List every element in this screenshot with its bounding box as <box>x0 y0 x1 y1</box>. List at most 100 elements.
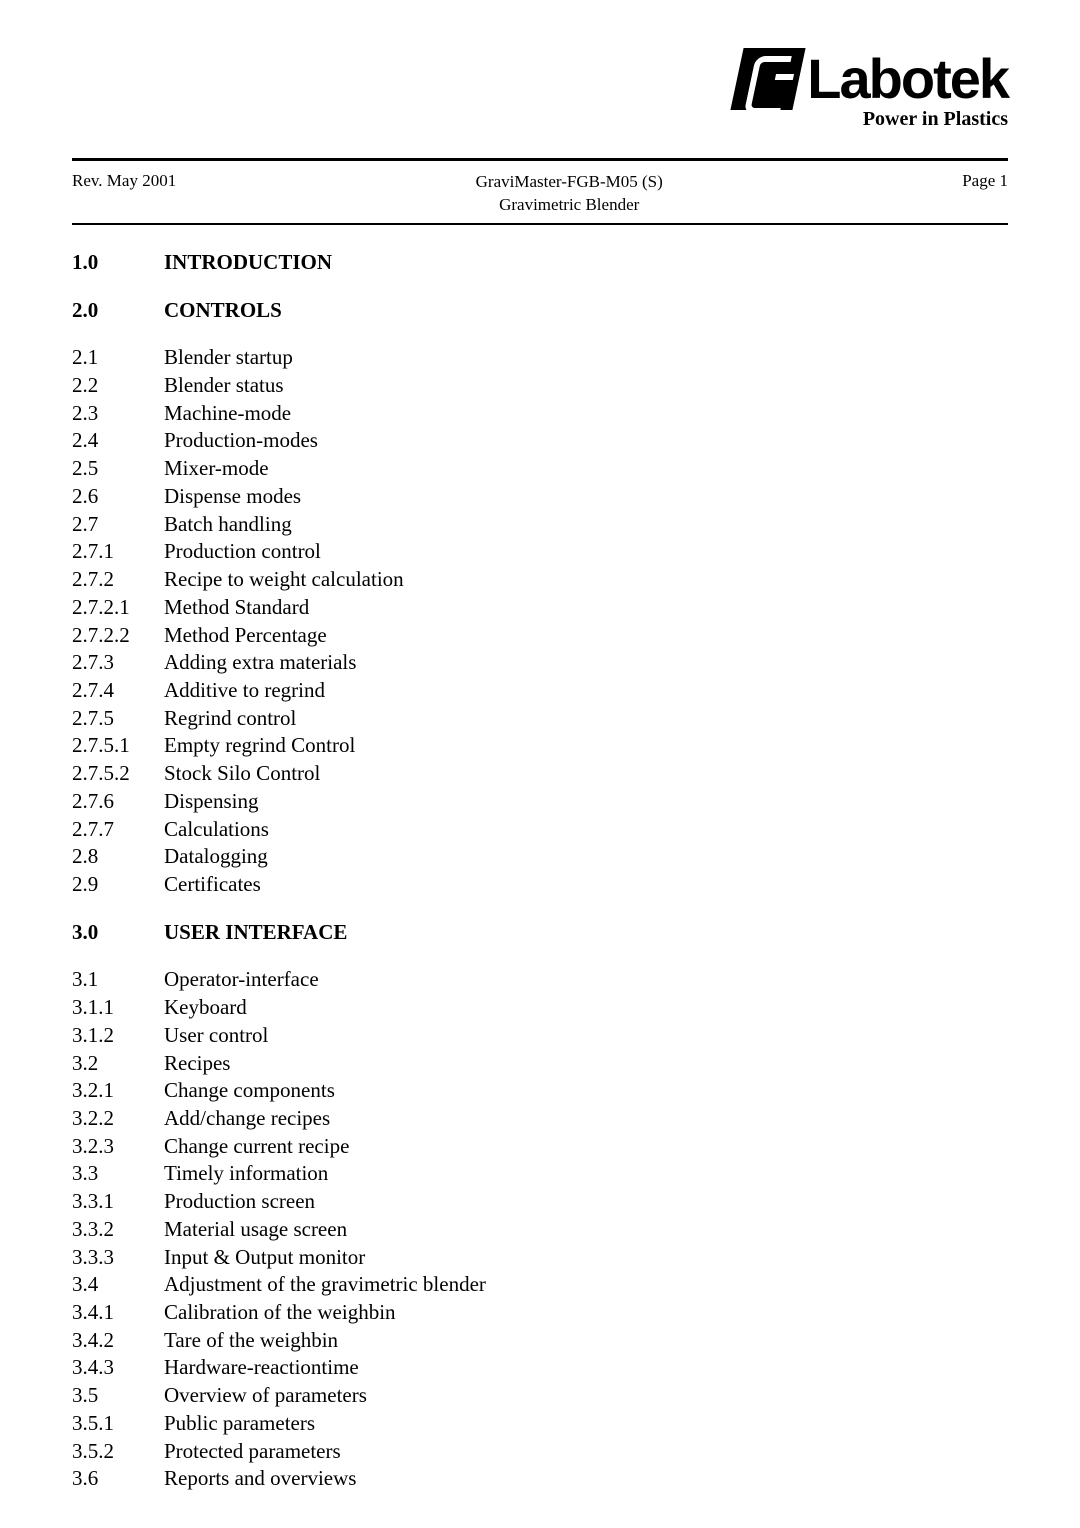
toc-title: Production screen <box>164 1188 315 1216</box>
table-of-contents: 1.0INTRODUCTION2.0CONTROLS2.1Blender sta… <box>72 249 1008 1493</box>
toc-row: 2.7.7Calculations <box>72 816 1008 844</box>
toc-row: 2.7.2.2Method Percentage <box>72 622 1008 650</box>
toc-row: 2.2Blender status <box>72 372 1008 400</box>
toc-number: 3.6 <box>72 1465 164 1493</box>
toc-title: Input & Output monitor <box>164 1244 365 1272</box>
toc-number: 2.7.4 <box>72 677 164 705</box>
toc-title: Regrind control <box>164 705 296 733</box>
toc-number: 2.7.5.2 <box>72 760 164 788</box>
toc-number: 2.7 <box>72 511 164 539</box>
toc-title: Reports and overviews <box>164 1465 356 1493</box>
toc-number: 3.4.3 <box>72 1354 164 1382</box>
toc-number: 3.1 <box>72 966 164 994</box>
toc-row: 2.4Production-modes <box>72 427 1008 455</box>
toc-row: 2.7Batch handling <box>72 511 1008 539</box>
toc-number: 2.7.5 <box>72 705 164 733</box>
toc-title: Certificates <box>164 871 261 899</box>
toc-row: 2.7.5.1Empty regrind Control <box>72 732 1008 760</box>
toc-row: 2.7.6Dispensing <box>72 788 1008 816</box>
toc-title: Stock Silo Control <box>164 760 320 788</box>
toc-title: Blender startup <box>164 344 293 372</box>
toc-number: 2.0 <box>72 297 164 325</box>
toc-number: 3.0 <box>72 919 164 947</box>
toc-row: 2.7.1Production control <box>72 538 1008 566</box>
toc-number: 3.4 <box>72 1271 164 1299</box>
toc-number: 2.9 <box>72 871 164 899</box>
toc-title: Additive to regrind <box>164 677 325 705</box>
toc-row: 3.6Reports and overviews <box>72 1465 1008 1493</box>
toc-title: Add/change recipes <box>164 1105 330 1133</box>
toc-title: Recipe to weight calculation <box>164 566 404 594</box>
toc-title: Machine-mode <box>164 400 291 428</box>
toc-number: 3.2.2 <box>72 1105 164 1133</box>
toc-row: 3.1Operator-interface <box>72 966 1008 994</box>
toc-row: 2.1Blender startup <box>72 344 1008 372</box>
toc-title: Keyboard <box>164 994 247 1022</box>
toc-number: 3.3.1 <box>72 1188 164 1216</box>
toc-row: 2.5Mixer-mode <box>72 455 1008 483</box>
meta-page: Page 1 <box>962 171 1008 217</box>
toc-row: 2.7.5Regrind control <box>72 705 1008 733</box>
toc-row: 3.1.2User control <box>72 1022 1008 1050</box>
toc-title: Timely information <box>164 1160 328 1188</box>
toc-number: 2.6 <box>72 483 164 511</box>
toc-title: INTRODUCTION <box>164 249 332 277</box>
toc-number: 2.8 <box>72 843 164 871</box>
toc-title: Hardware-reactiontime <box>164 1354 359 1382</box>
toc-gap <box>72 899 1008 919</box>
toc-number: 3.5 <box>72 1382 164 1410</box>
toc-number: 3.3 <box>72 1160 164 1188</box>
toc-title: Production control <box>164 538 321 566</box>
toc-number: 3.2.1 <box>72 1077 164 1105</box>
meta-doc-title: GraviMaster-FGB-M05 (S) <box>476 171 663 194</box>
meta-center: GraviMaster-FGB-M05 (S) Gravimetric Blen… <box>476 171 663 217</box>
toc-number: 2.7.5.1 <box>72 732 164 760</box>
logo-tagline: Power in Plastics <box>863 108 1008 131</box>
toc-number: 2.3 <box>72 400 164 428</box>
toc-number: 2.7.3 <box>72 649 164 677</box>
toc-gap <box>72 946 1008 966</box>
meta-row: Rev. May 2001 GraviMaster-FGB-M05 (S) Gr… <box>72 161 1008 223</box>
toc-row: 3.4.1Calibration of the weighbin <box>72 1299 1008 1327</box>
toc-row: 2.7.4Additive to regrind <box>72 677 1008 705</box>
toc-row: 3.5Overview of parameters <box>72 1382 1008 1410</box>
toc-row: 3.2.3Change current recipe <box>72 1133 1008 1161</box>
toc-row: 1.0INTRODUCTION <box>72 249 1008 277</box>
toc-title: Method Percentage <box>164 622 327 650</box>
toc-title: Tare of the weighbin <box>164 1327 338 1355</box>
toc-row: 3.3.1Production screen <box>72 1188 1008 1216</box>
toc-number: 3.4.1 <box>72 1299 164 1327</box>
toc-title: Calibration of the weighbin <box>164 1299 396 1327</box>
toc-number: 3.1.1 <box>72 994 164 1022</box>
meta-revision: Rev. May 2001 <box>72 171 176 217</box>
toc-row: 3.2Recipes <box>72 1050 1008 1078</box>
meta-doc-subtitle: Gravimetric Blender <box>476 194 663 217</box>
toc-title: Adding extra materials <box>164 649 356 677</box>
toc-row: 3.0USER INTERFACE <box>72 919 1008 947</box>
toc-number: 3.5.1 <box>72 1410 164 1438</box>
toc-gap <box>72 277 1008 297</box>
toc-title: Calculations <box>164 816 269 844</box>
toc-row: 2.7.3Adding extra materials <box>72 649 1008 677</box>
toc-number: 3.1.2 <box>72 1022 164 1050</box>
toc-number: 1.0 <box>72 249 164 277</box>
toc-number: 3.3.3 <box>72 1244 164 1272</box>
toc-title: Mixer-mode <box>164 455 269 483</box>
toc-row: 3.2.2Add/change recipes <box>72 1105 1008 1133</box>
toc-title: Recipes <box>164 1050 230 1078</box>
toc-title: Adjustment of the gravimetric blender <box>164 1271 486 1299</box>
toc-number: 2.7.2.2 <box>72 622 164 650</box>
toc-title: Operator-interface <box>164 966 319 994</box>
toc-number: 2.7.6 <box>72 788 164 816</box>
toc-title: Production-modes <box>164 427 318 455</box>
toc-title: User control <box>164 1022 268 1050</box>
toc-title: Protected parameters <box>164 1438 341 1466</box>
toc-number: 2.1 <box>72 344 164 372</box>
toc-title: Change components <box>164 1077 335 1105</box>
toc-row: 2.7.2Recipe to weight calculation <box>72 566 1008 594</box>
toc-row: 3.4.3Hardware-reactiontime <box>72 1354 1008 1382</box>
toc-title: USER INTERFACE <box>164 919 347 947</box>
toc-row: 3.5.1Public parameters <box>72 1410 1008 1438</box>
toc-title: Public parameters <box>164 1410 315 1438</box>
toc-title: Overview of parameters <box>164 1382 367 1410</box>
